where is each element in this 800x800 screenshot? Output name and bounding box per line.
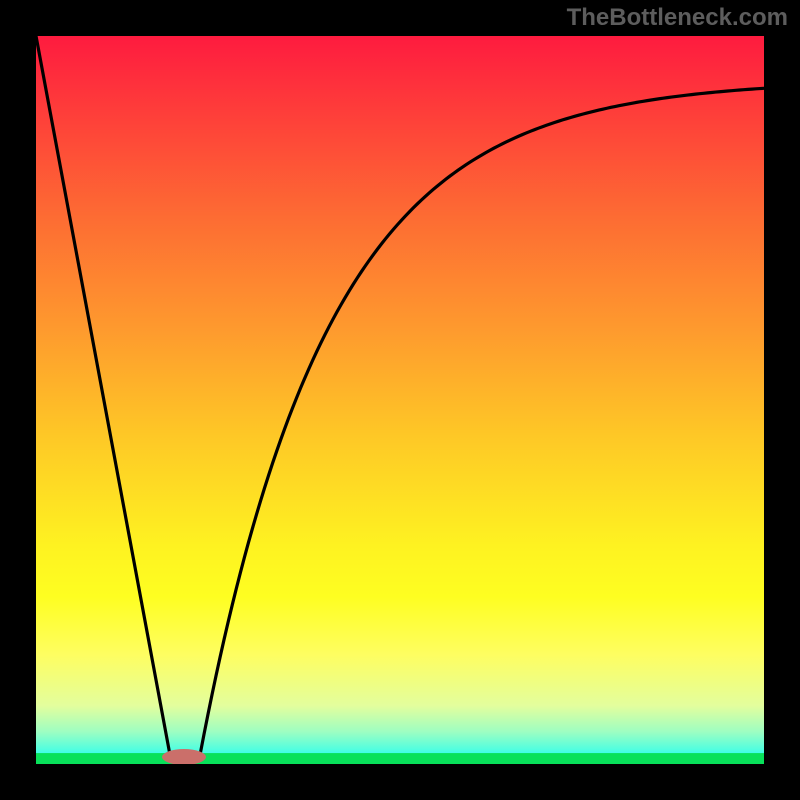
watermark-text: TheBottleneck.com	[567, 4, 788, 32]
chart-container: TheBottleneck.com	[0, 0, 800, 800]
bottleneck-chart	[0, 0, 800, 800]
